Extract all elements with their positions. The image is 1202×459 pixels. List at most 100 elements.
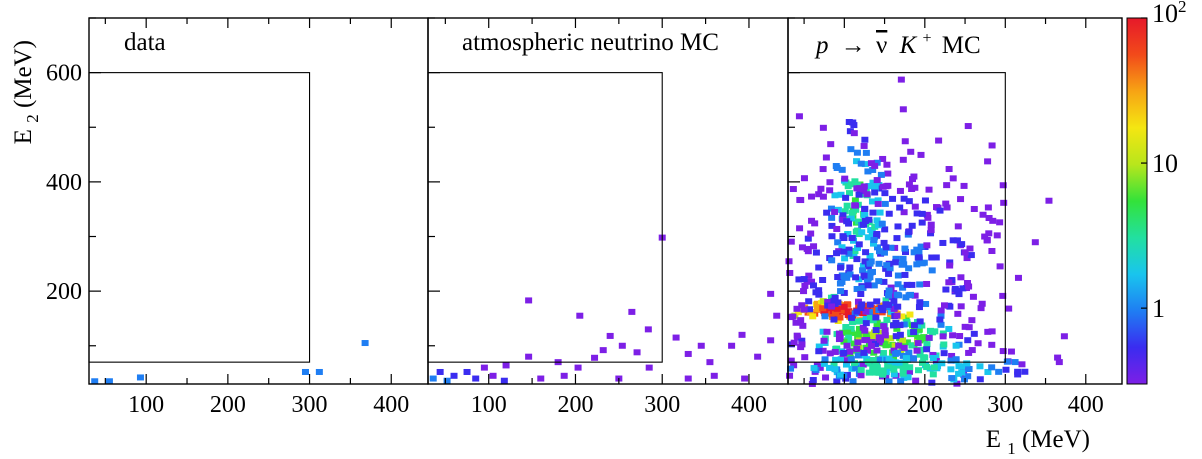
- bin: [905, 369, 913, 376]
- colorbar: [1126, 17, 1148, 385]
- bin: [537, 375, 545, 382]
- bin: [862, 320, 870, 327]
- bin: [789, 313, 797, 320]
- bin: [828, 257, 836, 264]
- bin: [850, 130, 858, 137]
- bin: [855, 191, 863, 198]
- panel-title-atmospheric: atmospheric neutrino MC: [462, 29, 719, 56]
- bin: [893, 235, 901, 242]
- bin: [966, 245, 974, 252]
- bin: [949, 332, 957, 339]
- bin: [854, 218, 862, 225]
- bin: [831, 294, 839, 301]
- bin: [869, 209, 877, 216]
- bin: [899, 106, 907, 113]
- bin: [900, 209, 908, 216]
- bin: [897, 76, 905, 83]
- bin: [833, 305, 841, 312]
- bin: [809, 313, 817, 320]
- bin: [851, 248, 859, 255]
- bin: [819, 166, 827, 173]
- bin: [831, 208, 839, 215]
- bin: [842, 375, 850, 382]
- bin: [858, 317, 866, 324]
- bin: [892, 255, 900, 262]
- bin: [905, 198, 913, 205]
- bin: [830, 361, 838, 368]
- bin: [684, 350, 692, 357]
- y-axis-label: E 2 (MeV): [10, 40, 44, 144]
- bin: [955, 363, 963, 370]
- bin: [833, 250, 841, 257]
- bin: [896, 187, 904, 194]
- bin: [916, 351, 924, 358]
- bin: [839, 216, 847, 223]
- bin: [830, 297, 838, 304]
- bin: [877, 171, 885, 178]
- bin: [860, 349, 868, 356]
- x-tick-label: 200: [557, 392, 593, 418]
- bin: [895, 359, 903, 366]
- bin: [874, 197, 882, 204]
- bin: [869, 179, 877, 186]
- panel-2: [427, 72, 781, 384]
- bin: [819, 347, 827, 354]
- panel-frame: [787, 17, 1123, 385]
- bin: [963, 255, 971, 262]
- bin: [870, 310, 878, 317]
- bin: [857, 290, 865, 297]
- x-label-unit: (MeV): [1022, 426, 1090, 453]
- bin: [970, 205, 978, 212]
- bin: [599, 347, 607, 354]
- bin: [785, 258, 793, 265]
- bin: [999, 182, 1007, 189]
- bin: [836, 280, 844, 287]
- bin: [860, 272, 868, 279]
- bin: [908, 176, 916, 183]
- bin: [797, 344, 805, 351]
- bin: [871, 305, 879, 312]
- bin: [843, 218, 851, 225]
- bin: [902, 314, 910, 321]
- bin: [984, 158, 992, 165]
- bin: [838, 166, 846, 173]
- bin: [853, 318, 861, 325]
- bin: [908, 222, 916, 229]
- bin: [943, 182, 951, 189]
- bin: [878, 355, 886, 362]
- bin: [824, 302, 832, 309]
- bin: [899, 156, 907, 163]
- bin: [857, 304, 865, 311]
- bin: [891, 244, 899, 251]
- bin: [918, 322, 926, 329]
- bin: [848, 318, 856, 325]
- bin: [882, 265, 890, 272]
- bin: [853, 149, 861, 156]
- bin: [875, 260, 883, 267]
- bin: [965, 349, 973, 356]
- bin: [974, 340, 982, 347]
- bin: [875, 248, 883, 255]
- bin: [904, 374, 912, 381]
- bin: [942, 286, 950, 293]
- bin: [918, 260, 926, 267]
- bin: [937, 321, 945, 328]
- x-label-sub: 1: [1007, 439, 1016, 458]
- bin: [840, 289, 848, 296]
- bin: [902, 355, 910, 362]
- bin: [754, 353, 762, 360]
- bin: [873, 323, 881, 330]
- bin: [864, 346, 872, 353]
- bin: [890, 305, 898, 312]
- bin: [105, 378, 113, 385]
- y-label-unit: (MeV): [10, 40, 37, 108]
- bin: [880, 249, 888, 256]
- bin: [947, 357, 955, 364]
- bin: [964, 373, 972, 380]
- bin: [842, 324, 850, 331]
- bin: [896, 331, 904, 338]
- bin: [899, 337, 907, 344]
- bin: [890, 290, 898, 297]
- bin: [880, 323, 888, 330]
- bin: [828, 214, 836, 221]
